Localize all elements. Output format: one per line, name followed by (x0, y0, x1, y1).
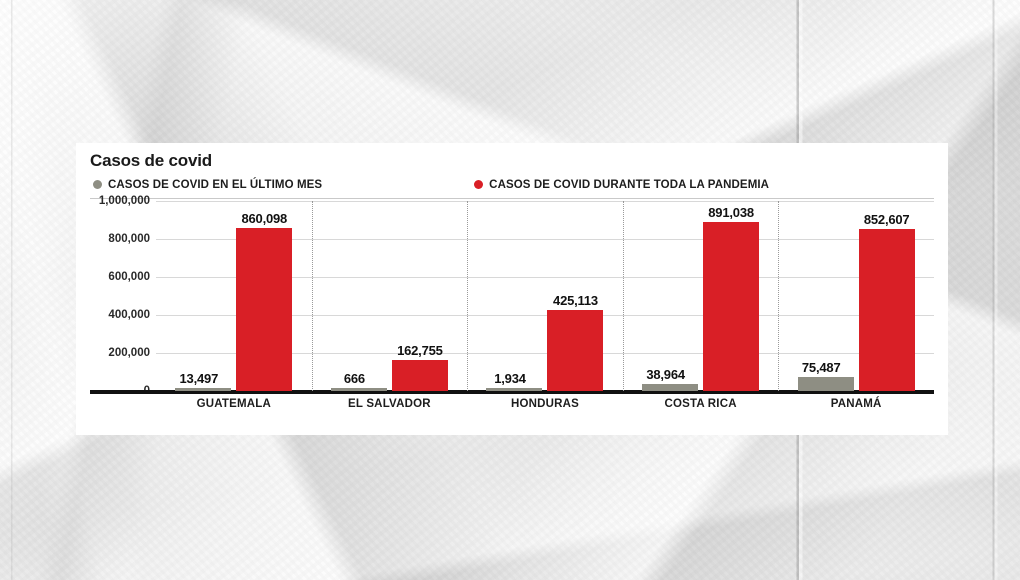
x-axis-label: EL SALVADOR (348, 398, 431, 410)
bar-value-label: 852,607 (863, 212, 910, 228)
gridline (156, 315, 934, 316)
bar-value-label: 891,038 (708, 204, 754, 220)
x-axis-baseline (90, 390, 934, 394)
bar-column[interactable]: 860,098 (236, 201, 293, 391)
bar-toda-la-pandemia[interactable] (858, 229, 915, 391)
legend-divider (90, 197, 934, 199)
gridline (156, 277, 934, 278)
bars-container: 38,964 891,038 (623, 201, 779, 391)
bar-value-label: 38,964 (646, 366, 685, 382)
y-axis-tick-label: 600,000 (108, 271, 150, 283)
group-separator (778, 201, 780, 391)
bar-column[interactable]: 13,497 (175, 201, 232, 391)
bar-ultimo-mes[interactable] (330, 388, 387, 391)
bars-container: 1,934 425,113 (467, 201, 623, 391)
bar-value-label: 13,497 (179, 371, 219, 386)
bar-ultimo-mes[interactable] (797, 376, 854, 391)
bar-column[interactable]: 1,934 (486, 201, 543, 391)
x-axis-labels: GUATEMALA EL SALVADOR HONDURAS COSTA RICA PA… (156, 398, 934, 410)
bar-value-label: 162,755 (397, 343, 443, 359)
bar-column[interactable]: 425,113 (547, 201, 604, 391)
gridline (156, 239, 934, 240)
bar-toda-la-pandemia[interactable] (236, 227, 293, 391)
bars-container: 13,497 860,098 (156, 201, 312, 391)
bar-value-label: 75,487 (801, 359, 841, 375)
y-axis-tick-label: 800,000 (108, 233, 150, 245)
bar-column[interactable]: 75,487 (797, 201, 854, 391)
bars-container: 75,487 852,607 (778, 201, 934, 391)
bar-ultimo-mes[interactable] (175, 388, 232, 391)
gridline (156, 201, 934, 202)
bar-toda-la-pandemia[interactable] (703, 221, 760, 391)
chart-card: Casos de covid CASOS DE COVID EN EL ÚLTI… (76, 143, 948, 435)
bars-container: 666 162,755 (312, 201, 468, 391)
chart-legend: CASOS DE COVID EN EL ÚLTIMO MES CASOS DE… (90, 177, 934, 193)
bar-group: 75,487 852,607 (778, 201, 934, 391)
gridline (156, 353, 934, 354)
bar-ultimo-mes[interactable] (642, 383, 699, 391)
legend-item-ultimo-mes[interactable]: CASOS DE COVID EN EL ÚLTIMO MES (93, 179, 322, 191)
legend-dot-icon-gray (93, 180, 102, 190)
y-axis-tick-label: 200,000 (108, 347, 150, 359)
bar-column[interactable]: 38,964 (642, 201, 699, 391)
bar-value-label: 1,934 (494, 371, 526, 386)
legend-dot-icon-red (474, 180, 484, 190)
bar-value-label: 860,098 (241, 210, 288, 226)
group-separator (311, 201, 313, 391)
x-axis-label: HONDURAS (510, 398, 579, 410)
legend-label-toda-la-pandemia: CASOS DE COVID DURANTE TODA LA PANDEMIA (489, 178, 770, 191)
x-axis-label: GUATEMALA (196, 398, 271, 410)
gridlines (90, 201, 934, 394)
bar-group: 666 162,755 (311, 201, 468, 391)
bar-groups: 13,497 860,098 666 162,755 1,934 425,113 38,96… (156, 201, 934, 391)
bar-column[interactable]: 162,755 (391, 201, 448, 391)
group-separator (467, 201, 469, 391)
legend-label-ultimo-mes: CASOS DE COVID EN EL ÚLTIMO MES (108, 178, 323, 191)
bar-column[interactable]: 852,607 (858, 201, 915, 391)
bar-value-label: 425,113 (553, 293, 598, 309)
chart-title: Casos de covid (90, 151, 212, 170)
bar-toda-la-pandemia[interactable] (547, 310, 604, 391)
bar-group: 1,934 425,113 (467, 201, 623, 391)
bar-group: 13,497 860,098 (156, 201, 312, 391)
bar-toda-la-pandemia[interactable] (391, 360, 448, 391)
bar-value-label: 666 (343, 371, 365, 386)
y-axis-tick-label: 400,000 (108, 309, 150, 321)
x-axis-label: PANAMÁ (830, 398, 882, 410)
bar-column[interactable]: 891,038 (703, 201, 760, 391)
bar-ultimo-mes[interactable] (486, 388, 543, 391)
bar-group: 38,964 891,038 (622, 201, 779, 391)
y-axis-tick-label: 1,000,000 (98, 195, 150, 207)
x-axis-label: COSTA RICA (664, 398, 737, 410)
bar-column[interactable]: 666 (330, 201, 387, 391)
group-separator (622, 201, 624, 391)
legend-item-toda-la-pandemia[interactable]: CASOS DE COVID DURANTE TODA LA PANDEMIA (474, 179, 769, 191)
